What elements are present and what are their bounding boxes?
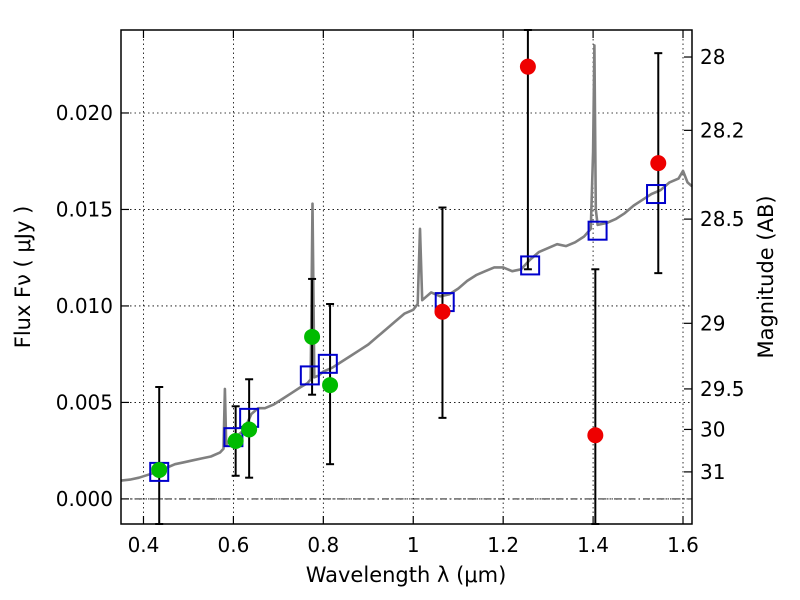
x-tick-label: 0.8: [307, 533, 339, 557]
observed-detection-point: [304, 328, 321, 345]
y-tick-label: 0.020: [56, 101, 113, 125]
y-tick-label: 0.000: [56, 487, 113, 511]
observed-ir-point: [650, 155, 667, 172]
x-tick-label: 1: [407, 533, 420, 557]
magnitude-tick-label: 31: [700, 460, 725, 484]
grid: [121, 30, 692, 524]
observed-detection-point: [241, 421, 258, 438]
observed-ir-point: [587, 427, 604, 444]
magnitude-tick-label: 28: [700, 45, 725, 69]
axes-frame: [120, 29, 693, 525]
magnitude-tick-label: 28.5: [700, 207, 745, 231]
errorbar-layer: [155, 29, 663, 525]
model-photometry-square: [587, 220, 608, 241]
model-photometry-square: [646, 184, 667, 205]
model-photometry-square: [299, 365, 320, 386]
x-tick-label: 1.4: [577, 533, 609, 557]
model-photometry-square: [317, 353, 338, 374]
right-axis-label: Magnitude (AB): [754, 195, 778, 358]
observed-ir-point: [519, 58, 536, 75]
model-photometry-square: [520, 255, 541, 276]
observed-ir-point: [434, 303, 451, 320]
x-tick-label: 0.6: [217, 533, 249, 557]
magnitude-tick-label: 28.2: [700, 118, 745, 142]
observed-detection-point: [227, 433, 244, 450]
y-tick-label: 0.010: [56, 294, 113, 318]
tick-layer: 0.4 0.6 0.8 1 1.2 1.4 1.6 0.000 0.005 0.010 0.015 0…: [56, 30, 745, 557]
magnitude-tick-label: 29.5: [700, 377, 745, 401]
magnitude-tick-label: 30: [700, 417, 725, 441]
model-spectrum-line: [120, 44, 693, 482]
observed-detection-point: [151, 461, 168, 478]
y-tick-label: 0.005: [56, 390, 113, 414]
spectrum-layer: [120, 44, 693, 482]
circle-layer: [151, 58, 667, 478]
y-tick-label: 0.015: [56, 197, 113, 221]
y-axis-label: Flux Fν ( μJy ): [11, 206, 35, 349]
magnitude-tick-label: 29: [700, 311, 725, 335]
x-tick-label: 1.2: [487, 533, 519, 557]
x-tick-label: 0.4: [128, 533, 160, 557]
x-tick-label: 1.6: [667, 533, 699, 557]
x-axis-label: Wavelength λ (μm): [306, 563, 507, 587]
observed-detection-point: [322, 377, 339, 394]
plot-frame: [120, 29, 693, 525]
